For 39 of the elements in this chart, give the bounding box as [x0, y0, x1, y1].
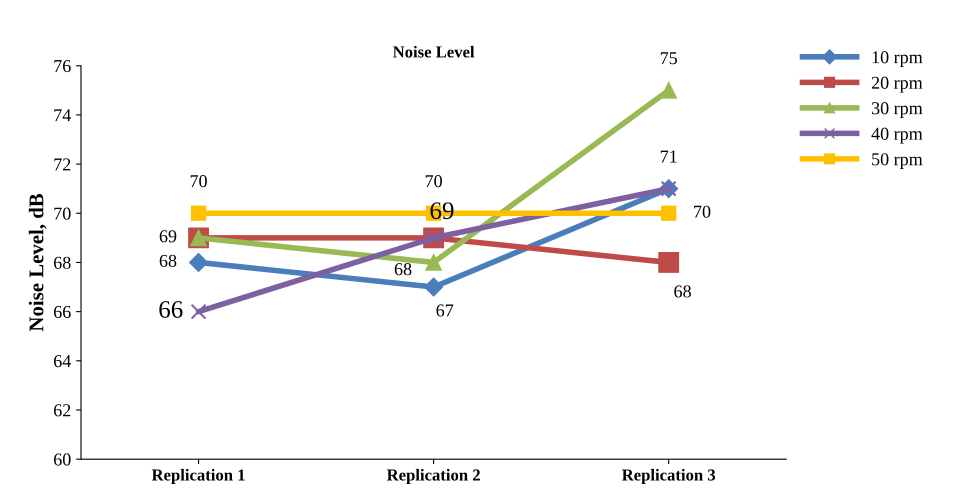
- point: [190, 206, 206, 221]
- data-label: 71: [660, 150, 677, 162]
- data-label: 68: [160, 254, 176, 267]
- legend-label: 20 rpm: [872, 76, 922, 93]
- y-tick-label: 72: [54, 158, 70, 170]
- y-tick-label: 60: [54, 453, 71, 466]
- legend-label: 10 rpm: [872, 51, 922, 67]
- data-label: 69: [430, 202, 454, 220]
- data-label: 70: [190, 175, 207, 188]
- y-tick-label: 64: [54, 355, 71, 368]
- point: [661, 206, 676, 221]
- legend-label: 30 rpm: [872, 102, 922, 118]
- data-label: 70: [694, 206, 710, 218]
- data-label: 68: [394, 263, 412, 276]
- data-label: 70: [426, 175, 442, 188]
- y-tick-label: 70: [54, 208, 71, 220]
- y-axis-title: Noise Level, dB: [28, 194, 46, 332]
- y-tick-label: 76: [54, 60, 71, 72]
- point: [189, 252, 208, 272]
- legend-label: 40 rpm: [871, 128, 922, 144]
- y-tick-label: 74: [54, 109, 71, 122]
- x-tick-label: Replication 3: [622, 468, 716, 484]
- data-label: 67: [436, 304, 454, 317]
- chart-title: Noise Level: [392, 46, 474, 58]
- y-tick-label: 62: [54, 404, 70, 416]
- point: [190, 304, 207, 320]
- data-label: 69: [160, 230, 176, 242]
- x-tick-label: Replication 1: [152, 468, 245, 484]
- y-tick-label: 68: [54, 256, 71, 269]
- data-label: 75: [660, 52, 678, 64]
- x-tick-label: Replication 2: [386, 468, 480, 484]
- data-label: 68: [674, 285, 691, 298]
- point: [660, 82, 678, 99]
- point: [658, 252, 680, 273]
- legend-label: 50 rpm: [872, 153, 922, 170]
- y-tick-label: 66: [54, 306, 71, 318]
- point: [424, 278, 444, 297]
- point: [425, 254, 442, 271]
- data-label: 66: [159, 301, 183, 318]
